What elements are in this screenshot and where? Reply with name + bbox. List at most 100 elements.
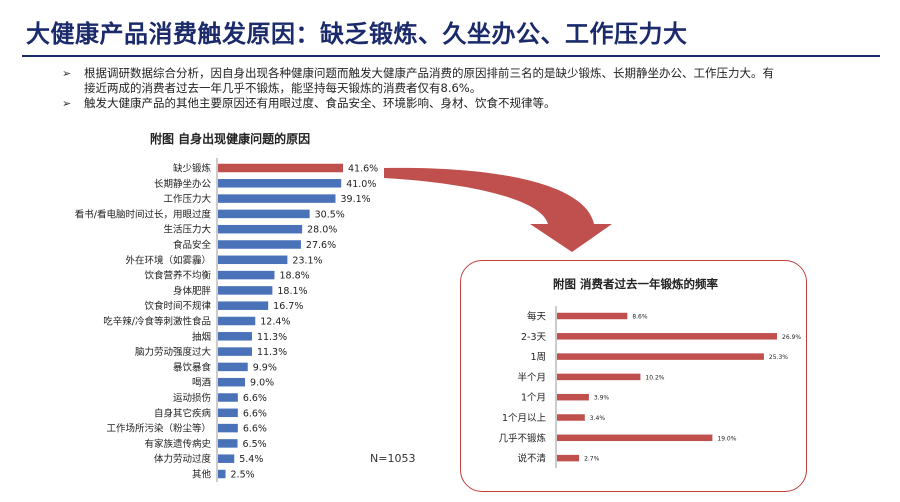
chart1-value-label: 9.0% bbox=[250, 378, 274, 389]
chart1-bar bbox=[218, 255, 288, 265]
chart1-bar bbox=[218, 454, 235, 463]
chart2-bar bbox=[557, 373, 641, 381]
chart2-value-label: 8.6% bbox=[632, 314, 648, 321]
chart1-bar bbox=[218, 270, 275, 280]
chart2-category-label: 1周 bbox=[530, 352, 546, 363]
chart2-bar bbox=[557, 414, 585, 421]
chart1-value-label: 6.6% bbox=[243, 393, 267, 404]
chart1-bar bbox=[218, 240, 301, 249]
chart1-bar bbox=[218, 377, 246, 387]
chart1-bar bbox=[218, 469, 226, 479]
connector-arrow-shape bbox=[384, 167, 612, 252]
chart1-category-label: 体力劳动过度 bbox=[154, 453, 212, 465]
chart1-bar bbox=[218, 439, 238, 448]
chart1-category-label: 有家族遗传病史 bbox=[144, 438, 211, 450]
chart1-category-label: 喝酒 bbox=[192, 378, 212, 389]
chart1-category-label: 脑力劳动强度过大 bbox=[135, 346, 212, 358]
chart1-category-label: 长期静坐办公 bbox=[154, 178, 212, 190]
chart1-value-label: 5.4% bbox=[239, 454, 263, 465]
chart1-category-label: 运动损伤 bbox=[173, 392, 211, 404]
chart2-category-label: 1个月 bbox=[521, 393, 546, 404]
chart1-bar bbox=[218, 179, 342, 188]
chart1-category-label: 工作压力大 bbox=[163, 193, 211, 205]
chart1-value-label: 27.6% bbox=[306, 240, 336, 251]
chart1-category-label: 生活压力大 bbox=[163, 224, 211, 236]
chart2-category-label: 2-3天 bbox=[521, 332, 547, 343]
chart2-bar bbox=[557, 393, 589, 401]
chart1-bar bbox=[218, 393, 238, 402]
chart1-value-label: 41.6% bbox=[348, 164, 378, 175]
chart1-value-label: 30.5% bbox=[315, 209, 345, 220]
chart1-category-label: 吃辛辣/冷食等刺激性食品 bbox=[103, 316, 211, 328]
chart1-value-label: 16.7% bbox=[273, 301, 303, 312]
chart1-title: 附图 自身出现健康问题的原因 bbox=[150, 132, 311, 146]
chart2-category-label: 1个月以上 bbox=[502, 413, 547, 424]
chart1-bar bbox=[218, 423, 238, 433]
chart1-value-label: 41.0% bbox=[346, 179, 376, 190]
chart1-category-label: 身体肥胖 bbox=[173, 285, 212, 297]
chart1-value-label: 6.6% bbox=[243, 408, 267, 419]
chart1-bar bbox=[218, 347, 252, 356]
chart1-value-label: 9.9% bbox=[253, 362, 277, 373]
chart1-bar bbox=[218, 163, 343, 173]
chart1-value-label: 28.0% bbox=[307, 225, 337, 236]
chart1-bar bbox=[218, 286, 273, 295]
chart1-value-label: 18.1% bbox=[277, 286, 307, 297]
chart1-category-label: 饮食时间不规律 bbox=[144, 300, 211, 312]
chart2-category-label: 半个月 bbox=[517, 371, 546, 383]
chart2-bar bbox=[557, 434, 713, 442]
bullet-arrow-icon: ➢ bbox=[62, 97, 72, 110]
chart1-bar bbox=[218, 332, 252, 341]
chart2-category-label: 说不清 bbox=[517, 453, 546, 465]
sample-size-note: N=1053 bbox=[370, 452, 416, 465]
chart2-bar bbox=[557, 454, 580, 462]
bullet-text-1: 根据调研数据综合分析，因自身出现各种健康问题而触发大健康产品消费的原因排前三名的… bbox=[84, 66, 774, 95]
chart1-value-label: 18.8% bbox=[279, 271, 309, 282]
chart2-value-label: 26.9% bbox=[782, 334, 801, 341]
chart1-value-label: 6.5% bbox=[243, 439, 267, 450]
chart1-bar bbox=[218, 301, 269, 310]
page-title: 大健康产品消费触发原因：缺乏锻炼、久坐办公、工作压力大 bbox=[26, 20, 688, 48]
chart2-value-label: 3.9% bbox=[594, 395, 610, 402]
chart2-value-label: 25.3% bbox=[769, 354, 788, 361]
chart1-category-label: 食品安全 bbox=[173, 239, 212, 251]
summary-bullets: ➢ 根据调研数据综合分析，因自身出现各种健康问题而触发大健康产品消费的原因排前三… bbox=[62, 66, 782, 111]
chart1-category-label: 其他 bbox=[192, 469, 212, 481]
chart1-bar bbox=[218, 194, 336, 203]
chart2-value-label: 10.2% bbox=[645, 374, 664, 381]
chart2-title: 附图 消费者过去一年锻炼的频率 bbox=[553, 277, 719, 291]
chart1-category-label: 暴饮暴食 bbox=[173, 361, 212, 373]
chart1-value-label: 6.6% bbox=[243, 424, 267, 435]
bullet-item-2: ➢ 触发大健康产品的其他主要原因还有用眼过度、食品安全、环境影响、身材、饮食不规… bbox=[62, 96, 782, 111]
chart2-value-label: 3.4% bbox=[590, 415, 606, 422]
chart2-bar bbox=[557, 333, 777, 340]
chart1-bar bbox=[218, 362, 248, 372]
chart1-category-label: 看书/看电脑时间过长，用眼过度 bbox=[75, 208, 212, 220]
chart1-category-label: 缺少锻炼 bbox=[173, 163, 212, 175]
chart1-value-label: 39.1% bbox=[340, 194, 370, 205]
bullet-arrow-icon: ➢ bbox=[62, 67, 72, 80]
chart1-category-label: 外在环境（如雾霾） bbox=[125, 254, 211, 266]
chart1-category-label: 饮食营养不均衡 bbox=[144, 270, 211, 282]
chart1-bar bbox=[218, 224, 303, 234]
title-divider bbox=[22, 55, 880, 57]
chart2-category-label: 几乎不锻炼 bbox=[498, 432, 546, 444]
chart1-value-label: 11.3% bbox=[257, 332, 287, 343]
chart1-category-label: 自身其它疾病 bbox=[154, 407, 212, 419]
chart1-value-label: 11.3% bbox=[257, 347, 287, 358]
health-causes-chart: 缺少锻炼 41.6% 长期静坐办公 41.0% 工作压力大 39.1% 看书/看电脑时间过长… bbox=[75, 158, 378, 482]
chart1-bar bbox=[218, 316, 256, 326]
chart2-bar bbox=[557, 353, 764, 360]
chart1-bar bbox=[218, 408, 238, 418]
bullet-item-1: ➢ 根据调研数据综合分析，因自身出现各种健康问题而触发大健康产品消费的原因排前三… bbox=[62, 66, 782, 96]
chart2-value-label: 2.7% bbox=[584, 456, 600, 463]
chart1-category-label: 抽烟 bbox=[192, 331, 211, 343]
bullet-text-2: 触发大健康产品的其他主要原因还有用眼过度、食品安全、环境影响、身材、饮食不规律等… bbox=[84, 96, 556, 110]
chart1-value-label: 2.5% bbox=[231, 470, 255, 481]
chart1-bar bbox=[218, 209, 310, 219]
chart1-category-label: 工作场所污染（粉尘等） bbox=[106, 423, 211, 435]
chart1-value-label: 12.4% bbox=[260, 317, 290, 328]
chart2-category-label: 每天 bbox=[527, 311, 547, 323]
